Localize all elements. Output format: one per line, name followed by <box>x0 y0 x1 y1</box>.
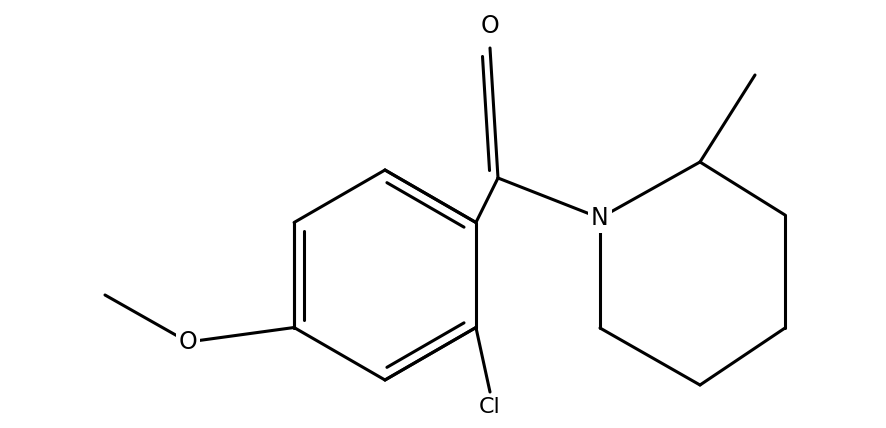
Text: Cl: Cl <box>479 397 501 417</box>
Text: O: O <box>179 330 198 354</box>
Text: O: O <box>480 14 500 38</box>
Text: N: N <box>591 206 609 230</box>
